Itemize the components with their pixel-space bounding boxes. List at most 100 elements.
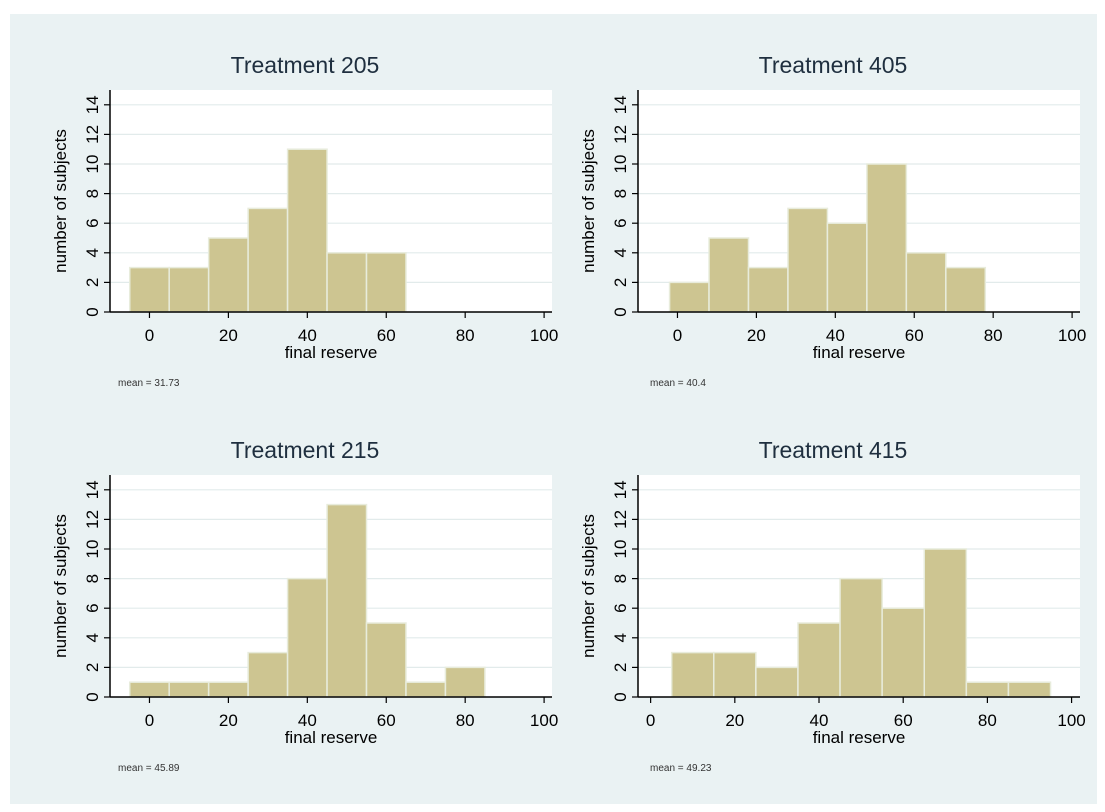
y-tick-label: 2 bbox=[83, 663, 102, 672]
x-tick-label: 0 bbox=[646, 711, 655, 730]
y-tick-label: 4 bbox=[611, 248, 630, 257]
x-tick-label: 80 bbox=[984, 326, 1003, 345]
y-tick-label: 14 bbox=[611, 95, 630, 114]
histogram-bar bbox=[668, 281, 710, 313]
x-tick-label: 0 bbox=[145, 711, 154, 730]
x-tick-label: 20 bbox=[725, 711, 744, 730]
x-tick-label: 60 bbox=[377, 711, 396, 730]
y-axis-label: number of subjects bbox=[579, 514, 598, 658]
histogram-bar bbox=[713, 651, 757, 698]
x-tick-label: 80 bbox=[456, 711, 475, 730]
histogram-bar bbox=[747, 266, 789, 313]
y-tick-label: 2 bbox=[611, 278, 630, 287]
histogram-bar bbox=[128, 681, 170, 698]
y-tick-label: 0 bbox=[83, 692, 102, 701]
y-tick-label: 4 bbox=[83, 248, 102, 257]
histogram-treatment-215: 0 2 4 6 8 10 12 14 0 20 40 60 80 100 final reserve numb… bbox=[51, 475, 558, 747]
y-axis-label: number of subjects bbox=[579, 129, 598, 273]
x-tick-label: 20 bbox=[219, 326, 238, 345]
y-tick-label: 10 bbox=[83, 155, 102, 174]
x-tick-label: 100 bbox=[1058, 326, 1086, 345]
x-axis-label: final reserve bbox=[285, 343, 378, 362]
histogram-treatment-205: 0 2 4 6 8 10 12 14 0 20 40 60 80 100 final reserve numb… bbox=[51, 90, 558, 362]
mean-note: mean = 40.4 bbox=[650, 378, 706, 389]
histogram-bar bbox=[797, 622, 841, 698]
x-tick-label: 0 bbox=[673, 326, 682, 345]
histogram-bar bbox=[247, 651, 289, 698]
histogram-bar bbox=[708, 237, 750, 313]
x-tick-label: 20 bbox=[219, 711, 238, 730]
x-tick-label: 60 bbox=[905, 326, 924, 345]
histogram-treatment-405: 0 2 4 6 8 10 12 14 0 20 40 60 80 100 final reserve numb… bbox=[579, 90, 1086, 362]
x-axis-label: final reserve bbox=[813, 728, 906, 747]
histogram-bar bbox=[839, 577, 883, 698]
histogram-treatment-415: 0 2 4 6 8 10 12 14 0 20 40 60 80 100 final reserve numb… bbox=[579, 475, 1086, 747]
histogram-bar bbox=[405, 681, 447, 698]
x-tick-label: 60 bbox=[377, 326, 396, 345]
x-tick-label: 80 bbox=[978, 711, 997, 730]
histogram-bar bbox=[826, 222, 868, 313]
x-axis-label: final reserve bbox=[285, 728, 378, 747]
histogram-bar bbox=[1007, 681, 1052, 698]
y-tick-label: 0 bbox=[611, 307, 630, 316]
y-axis-label: number of subjects bbox=[51, 129, 70, 273]
y-tick-label: 12 bbox=[611, 125, 630, 144]
x-tick-label: 40 bbox=[298, 326, 317, 345]
histogram-bar bbox=[945, 266, 987, 313]
x-tick-label: 80 bbox=[456, 326, 475, 345]
mean-note: mean = 45.89 bbox=[118, 763, 180, 774]
x-tick-label: 100 bbox=[530, 711, 558, 730]
y-tick-label: 2 bbox=[611, 663, 630, 672]
histogram-bar bbox=[247, 207, 289, 313]
x-tick-label: 100 bbox=[1057, 711, 1085, 730]
panel-treatment-205: Treatment 205 0 2 4 6 8 10 12 14 0 20 40 60 80 100 fin… bbox=[40, 10, 570, 390]
y-tick-label: 8 bbox=[83, 574, 102, 583]
panel-treatment-215: Treatment 215 0 2 4 6 8 10 12 14 0 20 40 60 80 100 fin… bbox=[40, 395, 570, 775]
histogram-bar bbox=[670, 651, 715, 698]
y-axis-label: number of subjects bbox=[51, 514, 70, 658]
y-tick-label: 6 bbox=[611, 603, 630, 612]
x-tick-label: 40 bbox=[810, 711, 829, 730]
histogram-bar bbox=[965, 681, 1010, 698]
mean-note: mean = 49.23 bbox=[650, 763, 712, 774]
histogram-bar bbox=[286, 148, 328, 313]
histogram-bar bbox=[326, 503, 368, 698]
x-tick-label: 40 bbox=[298, 711, 317, 730]
y-tick-label: 2 bbox=[83, 278, 102, 287]
histogram-bar bbox=[168, 681, 210, 698]
histogram-bar bbox=[923, 548, 968, 698]
histogram-bar bbox=[286, 577, 328, 698]
histogram-bar bbox=[365, 252, 407, 313]
y-tick-label: 10 bbox=[611, 540, 630, 559]
histogram-bar bbox=[365, 622, 407, 698]
x-tick-label: 0 bbox=[145, 326, 154, 345]
x-tick-label: 20 bbox=[747, 326, 766, 345]
x-tick-label: 40 bbox=[826, 326, 845, 345]
y-tick-label: 0 bbox=[611, 692, 630, 701]
y-tick-label: 14 bbox=[83, 480, 102, 499]
histogram-bar bbox=[168, 266, 210, 313]
y-tick-label: 6 bbox=[611, 218, 630, 227]
y-tick-label: 12 bbox=[611, 510, 630, 529]
x-tick-label: 60 bbox=[894, 711, 913, 730]
y-tick-label: 0 bbox=[83, 307, 102, 316]
histogram-bar bbox=[755, 666, 799, 698]
y-tick-label: 14 bbox=[83, 95, 102, 114]
y-tick-label: 12 bbox=[83, 125, 102, 144]
y-tick-label: 10 bbox=[611, 155, 630, 174]
y-tick-label: 14 bbox=[611, 480, 630, 499]
histogram-bar bbox=[866, 163, 908, 313]
y-tick-label: 4 bbox=[611, 633, 630, 642]
y-tick-label: 6 bbox=[83, 603, 102, 612]
y-tick-label: 8 bbox=[83, 189, 102, 198]
y-tick-label: 6 bbox=[83, 218, 102, 227]
histogram-bar bbox=[128, 266, 170, 313]
y-tick-label: 8 bbox=[611, 574, 630, 583]
y-tick-label: 4 bbox=[83, 633, 102, 642]
histogram-bar bbox=[881, 607, 925, 698]
mean-note: mean = 31.73 bbox=[118, 378, 180, 389]
histogram-bar bbox=[207, 681, 249, 698]
y-tick-label: 10 bbox=[83, 540, 102, 559]
histogram-bar bbox=[207, 237, 249, 313]
